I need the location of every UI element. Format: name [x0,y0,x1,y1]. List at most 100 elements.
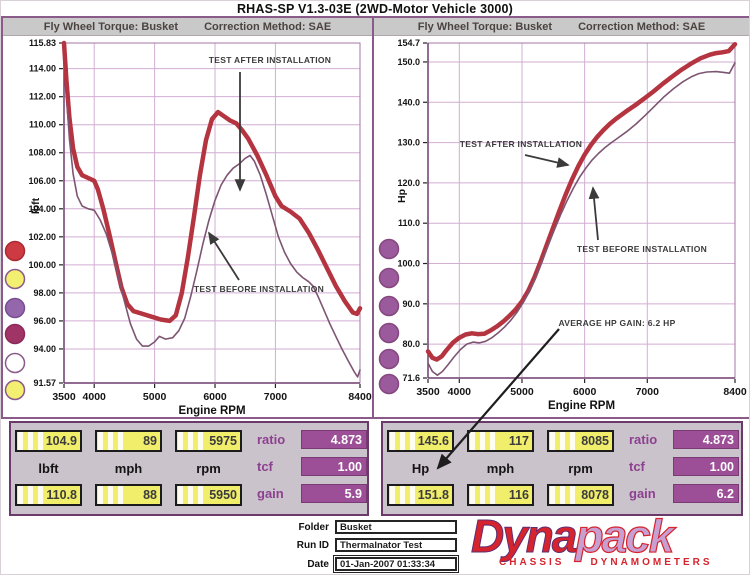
run-id-value-box[interactable]: Thermalnator Test [335,538,457,552]
y-tick-label: 130.0 [397,138,420,148]
legend-dot [4,268,26,290]
y-tick-label: 114.00 [29,64,56,74]
lcd-segment-stripes [550,432,580,450]
lcd-segment-stripes [470,432,500,450]
x-tick-label: 5000 [143,391,167,403]
hp-chart-panel: Fly Wheel Torque: Busket Correction Meth… [372,16,749,419]
y-tick-label: 94.00 [33,344,56,354]
unit-label: lbft [38,461,59,476]
lcd-segment-stripes [470,486,500,504]
stat-value: 4.873 [330,432,362,447]
lcd-value: 8085 [581,434,609,448]
x-tick-label: 5000 [510,386,534,398]
y-tick-label: 150.0 [397,57,420,67]
y-tick-label: 80.0 [402,339,420,349]
hp-meter-panel: 145.6 117 8085 151.8 116 8078 Hp mph rpm ratio 4.8… [381,421,743,516]
lcd-value: 88 [143,488,157,502]
torque-chart: 115.83 114.00 112.00 110.00 108.00 106.00 104.… [4,38,372,417]
folder-value-box[interactable]: Busket [335,520,457,534]
lcd-value: 145.6 [417,434,449,448]
stat-value: 1.00 [337,459,362,474]
legend-dot [4,352,26,374]
logo-word-dyna: Dyna [470,510,577,562]
torque-meter-panel: 104.9 89 5975 110.8 88 5950 lbft mph rpm ratio 4.8… [9,421,369,516]
folder-label: Folder [298,521,329,533]
run-id-label: Run ID [296,539,329,551]
lcd-value: 5950 [209,488,237,502]
y-tick-label: 108.00 [28,148,56,158]
lcd-readout: 151.8 [387,484,454,506]
y-tick-label: 120.0 [397,178,420,188]
legend-dot [378,238,400,260]
y-tick-label: 71.6 [402,373,420,383]
y-axis-label: lbft [30,197,42,214]
y-axis-label: Hp [396,189,408,203]
dynapack-tagline: CHASSIS DYNAMOMETERS [499,557,713,568]
series-after-line [425,41,738,362]
hp-chart: 154.7 150.0 140.0 130.0 120.0 110.0 100.0 90.0 8… [378,38,747,412]
lcd-segment-stripes [390,432,420,450]
logo-dynamometers-text: DYNAMOMETERS [590,557,713,568]
x-tick-label: 4000 [448,386,472,398]
annotation-arrow [208,231,240,281]
stat-label-ratio: ratio [257,432,286,447]
lcd-readout: 88 [95,484,162,506]
x-tick-label: 7000 [636,386,660,398]
run-id-field: Run ID Thermalnator Test [287,538,457,552]
x-tick-label: 7000 [264,391,288,403]
date-field: Date 01-Jan-2007 01:33:34 [287,557,457,571]
y-tick-label: 98.00 [33,288,56,298]
lcd-readout: 5950 [175,484,242,506]
dynapack-wordmark: Dynapack [470,512,749,559]
page-title: RHAS-SP V1.3-03E (2WD-Motor Vehicle 3000… [236,2,514,16]
legend-dot [4,379,26,401]
lcd-value: 89 [143,434,157,448]
annotation-text: TEST AFTER INSTALLATION [209,55,331,65]
y-tick-label: 96.00 [33,316,56,326]
series-before-line [427,61,736,377]
lcd-segment-stripes [98,432,128,450]
unit-label: mph [114,461,143,476]
unit-label: mph [486,461,515,476]
y-tick-label: 110.00 [29,120,56,130]
stat-box-gain: 5.9 [301,484,367,503]
torque-chart-header: Fly Wheel Torque: Busket Correction Meth… [3,18,372,36]
x-tick-label: 4000 [83,391,107,403]
lcd-value: 117 [508,434,529,448]
legend-dot [4,240,26,262]
lcd-segment-stripes [178,486,208,504]
lcd-value: 116 [508,488,529,502]
y-tick-label: 154.7 [397,38,420,48]
annotation-arrow [524,154,570,168]
plot-frame [63,42,361,384]
lcd-value: 110.8 [46,488,77,502]
stat-box-gain: 6.2 [673,484,739,503]
stat-label-gain: gain [629,486,656,501]
legend-dot [378,373,400,395]
lcd-segment-stripes [390,486,420,504]
x-tick-label: 8400 [348,391,372,403]
annotation-text: AVERAGE HP GAIN: 6.2 HP [558,318,675,328]
y-tick-label: 140.0 [397,97,420,107]
x-axis-label: Engine RPM [548,400,615,412]
date-value-box[interactable]: 01-Jan-2007 01:33:34 [335,557,457,571]
lcd-readout: 5975 [175,430,242,452]
logo-chassis-text: CHASSIS [499,557,565,568]
torque-chart-panel: Fly Wheel Torque: Busket Correction Meth… [1,16,374,419]
lcd-segment-stripes [178,432,208,450]
hp-correction-method-label: Correction Method: SAE [578,20,706,33]
stat-value: 6.2 [716,486,734,501]
hp-header-label: Fly Wheel Torque: Busket [417,20,553,33]
lcd-readout: 110.8 [15,484,82,506]
y-tick-label: 100.0 [397,259,420,269]
unit-label: rpm [196,461,221,476]
lcd-readout: 116 [467,484,534,506]
legend-dot [4,297,26,319]
lcd-readout: 104.9 [15,430,82,452]
stat-box-ratio: 4.873 [301,430,367,449]
legend-dot [378,295,400,317]
legend-dot [378,267,400,289]
x-tick-label: 6000 [573,386,597,398]
stat-value: 4.873 [702,432,734,447]
